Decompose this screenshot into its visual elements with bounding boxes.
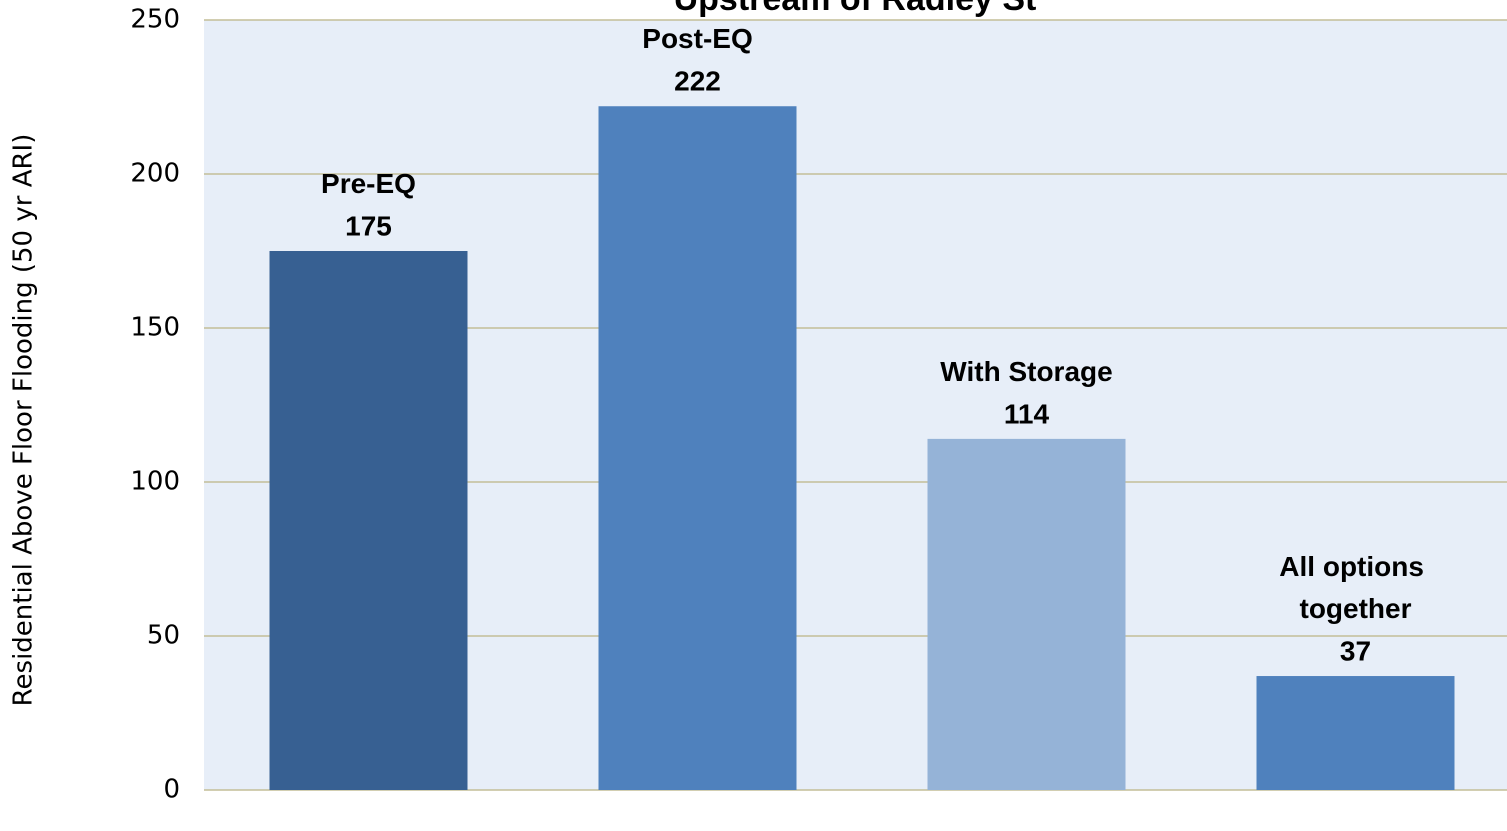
category-label: With Storage	[940, 356, 1112, 387]
category-label: Post-EQ	[642, 24, 752, 55]
y-axis-label: Residential Above Floor Flooding (50 yr …	[9, 134, 39, 707]
value-label: 114	[1004, 398, 1050, 429]
y-tick-label: 250	[130, 5, 180, 35]
y-tick-label: 50	[147, 621, 180, 651]
y-tick-label: 200	[130, 159, 180, 189]
chart-title: Upstream of Radley St	[674, 0, 1037, 18]
bar	[927, 438, 1126, 790]
bar	[1256, 676, 1455, 790]
bar	[269, 251, 468, 790]
y-tick-label: 100	[130, 467, 180, 497]
y-tick-label: 150	[130, 313, 180, 343]
y-tick-label: 0	[163, 775, 180, 805]
value-label: 175	[345, 210, 392, 241]
category-label: Pre-EQ	[321, 168, 416, 199]
category-label: All options together	[1279, 551, 1431, 624]
value-label: 37	[1340, 635, 1371, 666]
bar	[598, 106, 797, 791]
value-label: 222	[674, 66, 721, 97]
